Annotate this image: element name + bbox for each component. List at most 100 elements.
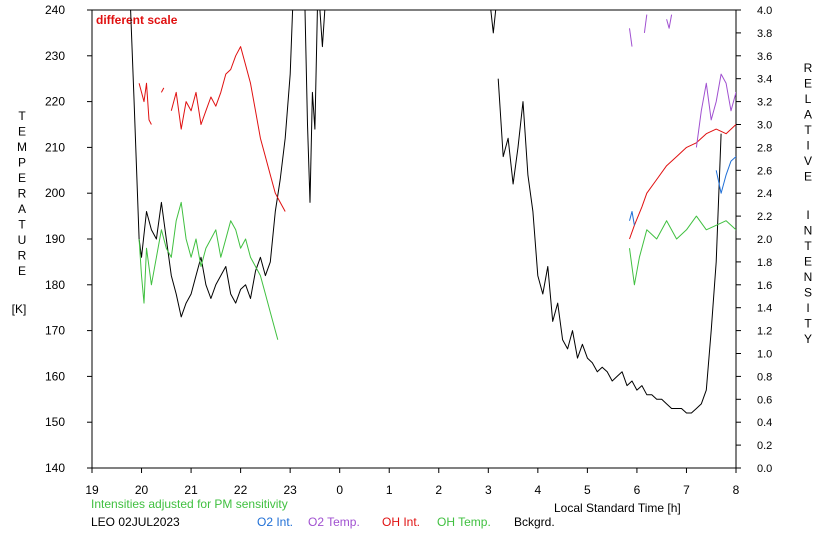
left-axis-letter: R (18, 249, 27, 263)
x-tick-label: 8 (733, 483, 740, 497)
right-axis-letter: Y (804, 332, 812, 346)
right-axis-letter: R (804, 61, 813, 75)
right-axis-letter: V (804, 154, 812, 168)
plot-area (91, 9, 737, 469)
x-tick-label: 3 (485, 483, 492, 497)
x-axis: 19 20 21 22 23 0 1 2 3 4 5 6 7 8 (85, 468, 740, 497)
left-axis-letter: U (18, 233, 27, 247)
left-axis-letter: P (18, 156, 26, 170)
right-tick-label: 1.2 (757, 326, 772, 338)
series-lines (130, 10, 736, 414)
right-axis-letter: E (804, 77, 812, 91)
left-axis-letter: E (18, 264, 26, 278)
right-axis-letter: T (804, 239, 812, 253)
right-tick-label: 1.0 (757, 349, 772, 361)
left-axis-letter: T (18, 109, 26, 123)
right-axis-letter: T (804, 123, 812, 137)
x-tick-label: 5 (584, 483, 591, 497)
series-line-oh-int (160, 87, 165, 93)
right-axis-letter: I (806, 208, 809, 222)
series-line-o2-temp (666, 14, 673, 29)
right-tick-label: 2.0 (757, 234, 772, 246)
right-axis-letter: I (806, 139, 809, 153)
left-axis-letter: A (18, 202, 26, 216)
left-tick-label: 190 (45, 232, 65, 246)
scale-annotation: different scale (96, 13, 178, 27)
right-tick-label: 3.8 (757, 28, 772, 40)
left-tick-label: 170 (45, 324, 65, 338)
left-tick-label: 220 (45, 95, 65, 109)
left-axis-letter: T (18, 218, 26, 232)
series-line-oh-temp (138, 201, 279, 340)
right-tick-label: 2.6 (757, 165, 772, 177)
series-line-oh-int (629, 123, 736, 240)
series-line-o2-temp (695, 73, 736, 148)
legend-item: OH Int. (382, 515, 420, 529)
left-tick-label: 140 (45, 461, 65, 475)
legend-item: O2 Int. (257, 515, 293, 529)
series-line-o2-temp (629, 28, 633, 47)
right-axis-letter: E (804, 170, 812, 184)
x-tick-label: 4 (535, 483, 542, 497)
left-axis: 140 150 160 170 180 190 200 210 220 230 240 (45, 3, 92, 475)
right-axis-letter: S (804, 286, 812, 300)
right-axis-letter: N (804, 224, 813, 238)
right-tick-label: 2.2 (757, 211, 772, 223)
left-tick-label: 240 (45, 3, 65, 17)
right-axis: 0.0 0.2 0.4 0.6 0.8 1.0 1.2 1.4 1.6 1.8 2.0 2.2 2.4 2… (736, 5, 772, 475)
right-axis-letter: N (804, 270, 813, 284)
right-tick-label: 2.4 (757, 188, 772, 200)
series-line-bck (490, 10, 497, 34)
x-tick-label: 2 (435, 483, 442, 497)
right-axis-letter: I (806, 301, 809, 315)
series-line-bck (304, 10, 318, 203)
series-line-bck (497, 78, 722, 414)
x-tick-label: 23 (283, 483, 297, 497)
x-tick-label: 1 (386, 483, 393, 497)
series-line-bck (319, 10, 326, 48)
left-tick-label: 150 (45, 415, 65, 429)
right-tick-label: 0.6 (757, 394, 772, 406)
right-axis-letter: L (805, 92, 812, 106)
legend: O2 Int. O2 Temp. OH Int. OH Temp. Bckgrd. (257, 515, 555, 529)
left-axis-unit: [K] (12, 302, 27, 316)
series-line-o2-temp (643, 14, 648, 33)
right-tick-label: 1.8 (757, 257, 772, 269)
right-tick-label: 0.2 (757, 440, 772, 452)
right-tick-label: 0.4 (757, 417, 772, 429)
left-tick-label: 230 (45, 49, 65, 63)
x-tick-label: 19 (85, 483, 99, 497)
x-axis-label: Local Standard Time [h] (554, 501, 681, 515)
right-tick-label: 1.6 (757, 280, 772, 292)
series-line-o2-int (629, 211, 635, 226)
right-tick-label: 3.2 (757, 97, 772, 109)
legend-item: OH Temp. (437, 515, 491, 529)
series-line-oh-temp (629, 215, 736, 286)
right-tick-label: 3.0 (757, 120, 772, 132)
left-axis-letter: M (17, 140, 27, 154)
right-tick-label: 3.6 (757, 51, 772, 63)
left-axis-letter: E (18, 171, 26, 185)
x-tick-label: 7 (683, 483, 690, 497)
right-axis-letter: T (804, 317, 812, 331)
left-axis-letter: R (18, 187, 27, 201)
left-tick-label: 160 (45, 369, 65, 383)
left-tick-label: 210 (45, 140, 65, 154)
left-tick-label: 180 (45, 278, 65, 292)
right-tick-label: 0.8 (757, 371, 772, 383)
right-tick-label: 1.4 (757, 303, 772, 315)
right-axis-letter: A (804, 108, 812, 122)
x-tick-label: 21 (184, 483, 198, 497)
series-line-oh-int (138, 82, 152, 125)
x-tick-label: 20 (135, 483, 149, 497)
series-line-bck (130, 10, 294, 318)
footer-note: Intensities adjusted for PM sensitivity (91, 497, 288, 511)
left-tick-label: 200 (45, 186, 65, 200)
right-tick-label: 4.0 (757, 5, 772, 17)
right-tick-label: 0.0 (757, 463, 772, 475)
left-axis-letter: E (18, 125, 26, 139)
series-line-o2-int (715, 156, 736, 194)
